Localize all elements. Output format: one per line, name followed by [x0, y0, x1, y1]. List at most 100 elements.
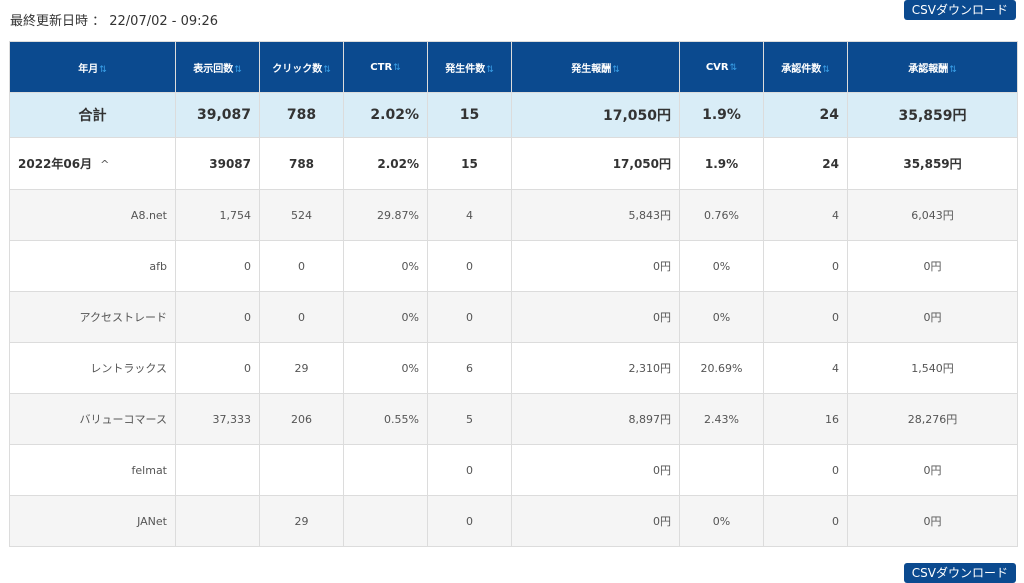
- table-cell: 0: [763, 291, 848, 343]
- month-row[interactable]: 2022年06月 ^ 39087 788 2.02% 15 17,050円 1.9% 24 35,…: [9, 137, 1018, 190]
- asp-name: JANet: [9, 495, 176, 547]
- table-cell: 29: [259, 342, 344, 394]
- table-cell: 0.76%: [679, 189, 764, 241]
- table-cell: [679, 444, 764, 496]
- column-header[interactable]: 表示回数⇅: [175, 41, 260, 93]
- column-header-label: 承認報酬: [908, 63, 949, 75]
- table-cell: 0: [259, 240, 344, 292]
- total-label: 合計: [9, 92, 176, 138]
- table-cell: 0円: [511, 291, 680, 343]
- asp-name: アクセストレード: [9, 291, 176, 343]
- total-cell: 39,087: [175, 92, 260, 138]
- sort-icon[interactable]: ⇅: [486, 64, 494, 75]
- table-cell: [175, 444, 260, 496]
- table-cell: 0: [427, 495, 512, 547]
- column-header-label: 年月: [78, 63, 99, 75]
- month-label: 2022年06月: [18, 157, 93, 171]
- table-cell: 0%: [679, 240, 764, 292]
- table-cell: 0: [175, 291, 260, 343]
- table-cell: 0円: [511, 495, 680, 547]
- asp-name: afb: [9, 240, 176, 292]
- csv-download-button[interactable]: CSVダウンロード: [903, 0, 1016, 20]
- table-row: felmat 0 0円 0 0円: [9, 444, 1018, 496]
- column-header[interactable]: CTR⇅: [343, 41, 428, 93]
- table-cell: 8,897円: [511, 393, 680, 445]
- table-cell: 0: [427, 291, 512, 343]
- column-header[interactable]: CVR⇅: [679, 41, 764, 93]
- total-row: 合計 39,087 788 2.02% 15 17,050円 1.9% 24 35,859円: [9, 92, 1018, 138]
- column-header-label: CTR: [370, 61, 393, 73]
- total-cell: 17,050円: [511, 92, 680, 138]
- total-cell: 1.9%: [679, 92, 764, 138]
- table-cell: 2.43%: [679, 393, 764, 445]
- table-cell: 0%: [343, 240, 428, 292]
- month-cell: 788: [259, 137, 344, 190]
- table-row: A8.net 1,754 524 29.87% 4 5,843円 0.76% 4 6,043円: [9, 189, 1018, 241]
- table-cell: [343, 444, 428, 496]
- sort-icon[interactable]: ⇅: [323, 64, 331, 75]
- table-cell: 0: [763, 495, 848, 547]
- table-cell: 0: [427, 240, 512, 292]
- table-cell: 0円: [511, 444, 680, 496]
- table-cell: 0円: [847, 495, 1018, 547]
- column-header[interactable]: 承認報酬⇅: [847, 41, 1018, 93]
- asp-name: レントラックス: [9, 342, 176, 394]
- sort-icon[interactable]: ⇅: [234, 64, 242, 75]
- table-cell: 6: [427, 342, 512, 394]
- table-cell: 0: [427, 444, 512, 496]
- column-header[interactable]: 発生報酬⇅: [511, 41, 680, 93]
- sort-icon[interactable]: ⇅: [393, 62, 401, 73]
- month-cell: 35,859円: [847, 137, 1018, 190]
- table-cell: 0: [175, 240, 260, 292]
- table-header-row: 年月⇅ 表示回数⇅ クリック数⇅ CTR⇅ 発生件数⇅ 発生報酬⇅ CVR⇅ 承認件数⇅ 承認報…: [9, 41, 1018, 93]
- table-row: afb 0 0 0% 0 0円 0% 0 0円: [9, 240, 1018, 292]
- column-header[interactable]: クリック数⇅: [259, 41, 344, 93]
- total-cell: 24: [763, 92, 848, 138]
- table-cell: 0: [763, 444, 848, 496]
- column-header[interactable]: 承認件数⇅: [763, 41, 848, 93]
- asp-name: バリューコマース: [9, 393, 176, 445]
- table-cell: 0円: [847, 291, 1018, 343]
- total-cell: 15: [427, 92, 512, 138]
- table-cell: 16: [763, 393, 848, 445]
- total-cell: 788: [259, 92, 344, 138]
- sort-icon[interactable]: ⇅: [729, 62, 738, 73]
- chevron-up-icon[interactable]: ^: [100, 158, 110, 171]
- month-cell: 15: [427, 137, 512, 190]
- column-header[interactable]: 年月⇅: [9, 41, 176, 93]
- total-cell: 35,859円: [847, 92, 1018, 138]
- column-header[interactable]: 発生件数⇅: [427, 41, 512, 93]
- month-cell: 24: [763, 137, 848, 190]
- month-cell: 1.9%: [679, 137, 764, 190]
- asp-name: A8.net: [9, 189, 176, 241]
- table-row: レントラックス 0 29 0% 6 2,310円 20.69% 4 1,540円: [9, 342, 1018, 394]
- month-label-cell[interactable]: 2022年06月 ^: [9, 137, 176, 190]
- table-row: バリューコマース 37,333 206 0.55% 5 8,897円 2.43% 16 28,2…: [9, 393, 1018, 445]
- table-cell: 0: [763, 240, 848, 292]
- sort-icon[interactable]: ⇅: [949, 64, 957, 75]
- table-cell: 4: [427, 189, 512, 241]
- column-header-label: 表示回数: [193, 63, 234, 75]
- csv-download-button-bottom[interactable]: CSVダウンロード: [903, 563, 1016, 583]
- month-cell: 17,050円: [511, 137, 680, 190]
- table-cell: 0%: [679, 495, 764, 547]
- column-header-label: 発生件数: [445, 63, 486, 75]
- table-cell: 0円: [511, 240, 680, 292]
- table-cell: 37,333: [175, 393, 260, 445]
- table-cell: 4: [763, 189, 848, 241]
- table-cell: 1,540円: [847, 342, 1018, 394]
- sort-icon[interactable]: ⇅: [822, 64, 830, 75]
- table-cell: 6,043円: [847, 189, 1018, 241]
- table-cell: 20.69%: [679, 342, 764, 394]
- sort-icon[interactable]: ⇅: [99, 64, 107, 75]
- column-header-label: 発生報酬: [571, 63, 612, 75]
- sort-icon[interactable]: ⇅: [612, 64, 620, 75]
- table-cell: 524: [259, 189, 344, 241]
- table-cell: 0円: [847, 444, 1018, 496]
- table-cell: 0%: [679, 291, 764, 343]
- table-cell: 0.55%: [343, 393, 428, 445]
- table-cell: [175, 495, 260, 547]
- table-cell: 28,276円: [847, 393, 1018, 445]
- table-cell: 0円: [847, 240, 1018, 292]
- table-cell: 0%: [343, 342, 428, 394]
